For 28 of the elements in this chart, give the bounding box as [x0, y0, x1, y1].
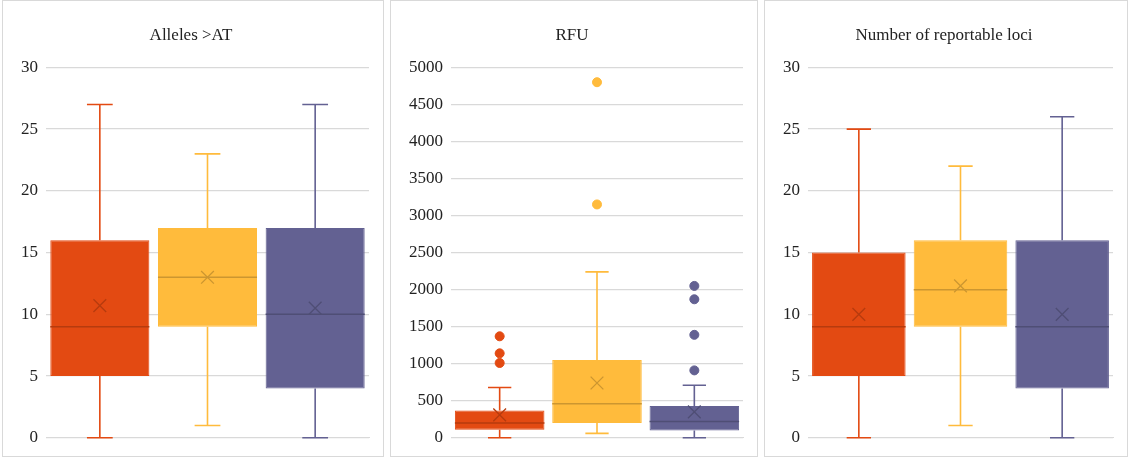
y-tick-label: 3000 [409, 205, 443, 225]
y-tick-label: 5 [29, 365, 38, 385]
y-tick-label: 3500 [409, 167, 443, 187]
y-tick-label: 10 [783, 303, 800, 323]
y-tick-label: 4500 [409, 93, 443, 113]
y-tick-label: 0 [29, 427, 38, 447]
y-tick-label: 2500 [409, 242, 443, 262]
chart-title: RFU [555, 24, 589, 44]
y-tick-label: 15 [21, 242, 38, 262]
y-tick-label: 5000 [409, 56, 443, 76]
chart-title: Alleles >AT [149, 24, 233, 44]
chart-title: Number of reportable loci [855, 24, 1033, 44]
y-tick-label: 30 [783, 56, 800, 76]
y-tick-label: 10 [21, 303, 38, 323]
y-tick-label: 0 [791, 427, 800, 447]
y-tick-label: 5 [791, 365, 800, 385]
y-tick-label: 25 [21, 118, 38, 138]
y-tick-label: 0 [434, 427, 443, 447]
y-tick-label: 20 [21, 180, 38, 200]
y-tick-label: 1500 [409, 316, 443, 336]
y-tick-label: 2000 [409, 279, 443, 299]
y-tick-label: 20 [783, 180, 800, 200]
y-tick-label: 1000 [409, 353, 443, 373]
y-tick-label: 25 [783, 118, 800, 138]
y-tick-label: 500 [417, 390, 443, 410]
y-tick-label: 30 [21, 56, 38, 76]
y-tick-label: 4000 [409, 130, 443, 150]
y-tick-label: 15 [783, 242, 800, 262]
